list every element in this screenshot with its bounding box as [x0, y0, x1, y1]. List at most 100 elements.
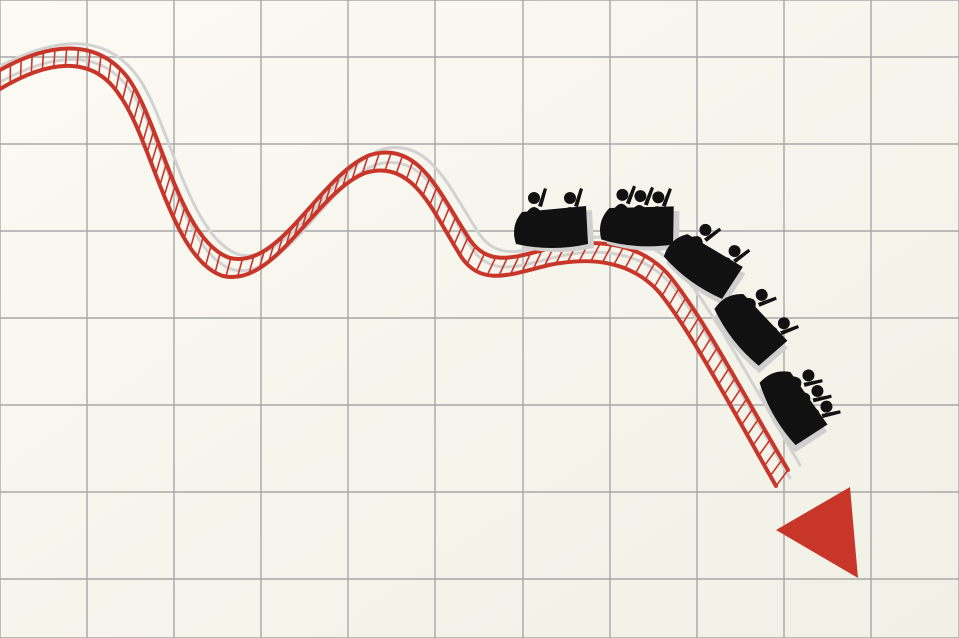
- track-tie: [248, 255, 255, 274]
- track-tie: [225, 257, 232, 277]
- track-tie: [706, 347, 718, 365]
- rider-head: [755, 288, 768, 301]
- track-tie: [459, 236, 469, 256]
- track-tie: [87, 51, 91, 70]
- coaster-cart-icon: [759, 369, 841, 453]
- track-tie: [372, 152, 381, 172]
- track-tie: [142, 119, 151, 142]
- track-tie: [661, 278, 673, 297]
- track-tie: [681, 307, 694, 325]
- track-tie: [435, 196, 445, 216]
- track-tie: [177, 206, 186, 229]
- rider-head: [564, 192, 576, 204]
- track-tie: [746, 418, 760, 436]
- cart-body: [714, 294, 788, 366]
- track-tie: [196, 236, 204, 258]
- track-rail-bottom: [0, 63, 778, 488]
- track-tie: [498, 257, 509, 277]
- track-tie: [172, 196, 181, 218]
- track-tie: [414, 168, 423, 187]
- rider-head: [528, 192, 540, 204]
- track-tie: [775, 469, 789, 487]
- track-tie: [735, 398, 748, 416]
- track-tie: [717, 367, 730, 385]
- cart-body: [514, 206, 588, 248]
- rider-head: [652, 191, 665, 204]
- track-tie: [613, 246, 625, 266]
- track-tie: [429, 186, 438, 206]
- track-tie: [64, 48, 68, 66]
- track-tie: [132, 97, 141, 121]
- track-tie: [361, 155, 369, 175]
- track-tie: [758, 438, 771, 456]
- track-tie: [115, 68, 121, 91]
- track-tie: [189, 227, 198, 249]
- track-tie: [167, 185, 176, 208]
- track-tie: [154, 152, 163, 175]
- track-tie: [137, 108, 146, 132]
- rider-head: [699, 223, 712, 236]
- track-tie: [644, 262, 656, 280]
- cart-body: [663, 234, 743, 299]
- rider-raised-arm: [574, 188, 583, 207]
- coaster-train: [514, 185, 841, 453]
- track-tie: [41, 51, 45, 70]
- rider-head: [728, 245, 741, 258]
- track-rail-top: [0, 46, 790, 472]
- track-tie: [687, 317, 700, 335]
- track-tie: [163, 174, 172, 197]
- track-tie: [521, 253, 532, 273]
- track-tie: [52, 49, 56, 68]
- track-tie: [159, 163, 168, 186]
- rider-head: [802, 369, 815, 382]
- track-tie: [453, 226, 463, 246]
- track-tie: [183, 217, 192, 239]
- track-tie: [236, 258, 244, 277]
- track-tie: [601, 244, 613, 263]
- track-tie: [711, 357, 724, 375]
- coaster-cart-icon: [714, 288, 799, 373]
- track-tie: [668, 287, 680, 306]
- track-tie: [694, 326, 706, 345]
- track-tie: [729, 387, 742, 406]
- track-tie: [769, 459, 783, 477]
- track-tie: [447, 216, 457, 236]
- track-tie: [98, 55, 102, 75]
- track-tie: [740, 408, 754, 426]
- rider-raised-arm: [625, 185, 637, 205]
- track-tie: [624, 250, 636, 269]
- coaster-cart-icon: [663, 223, 751, 306]
- track-tie: [700, 337, 712, 355]
- track-tie: [121, 77, 129, 100]
- track-tie: [653, 269, 665, 288]
- track-tie: [214, 253, 221, 273]
- rider-head: [616, 188, 629, 201]
- track-shadow-rail: [0, 57, 792, 480]
- cart-body: [599, 206, 674, 247]
- track-tie: [475, 253, 486, 272]
- track-tie: [763, 449, 777, 467]
- track-tie: [532, 250, 543, 270]
- rider-raised-arm: [757, 296, 777, 307]
- track-tie: [204, 245, 212, 266]
- track-tie: [127, 87, 136, 110]
- track-tie: [466, 246, 476, 265]
- track-tie: [351, 161, 359, 181]
- rider-head: [820, 400, 833, 413]
- rider-head: [811, 385, 824, 397]
- track-tie: [634, 255, 646, 274]
- rider-raised-arm: [821, 410, 841, 419]
- track-tie: [441, 206, 451, 226]
- track-tie: [509, 255, 520, 275]
- track-tie: [30, 55, 33, 74]
- rider-raised-arm: [538, 188, 547, 207]
- track-tie: [146, 130, 155, 153]
- downward-arrow-head-icon: [776, 487, 858, 578]
- track-tie: [675, 297, 687, 316]
- track-tie: [422, 177, 431, 196]
- track-tie: [150, 141, 159, 164]
- track-tie: [107, 61, 112, 82]
- rider-raised-arm: [733, 248, 751, 264]
